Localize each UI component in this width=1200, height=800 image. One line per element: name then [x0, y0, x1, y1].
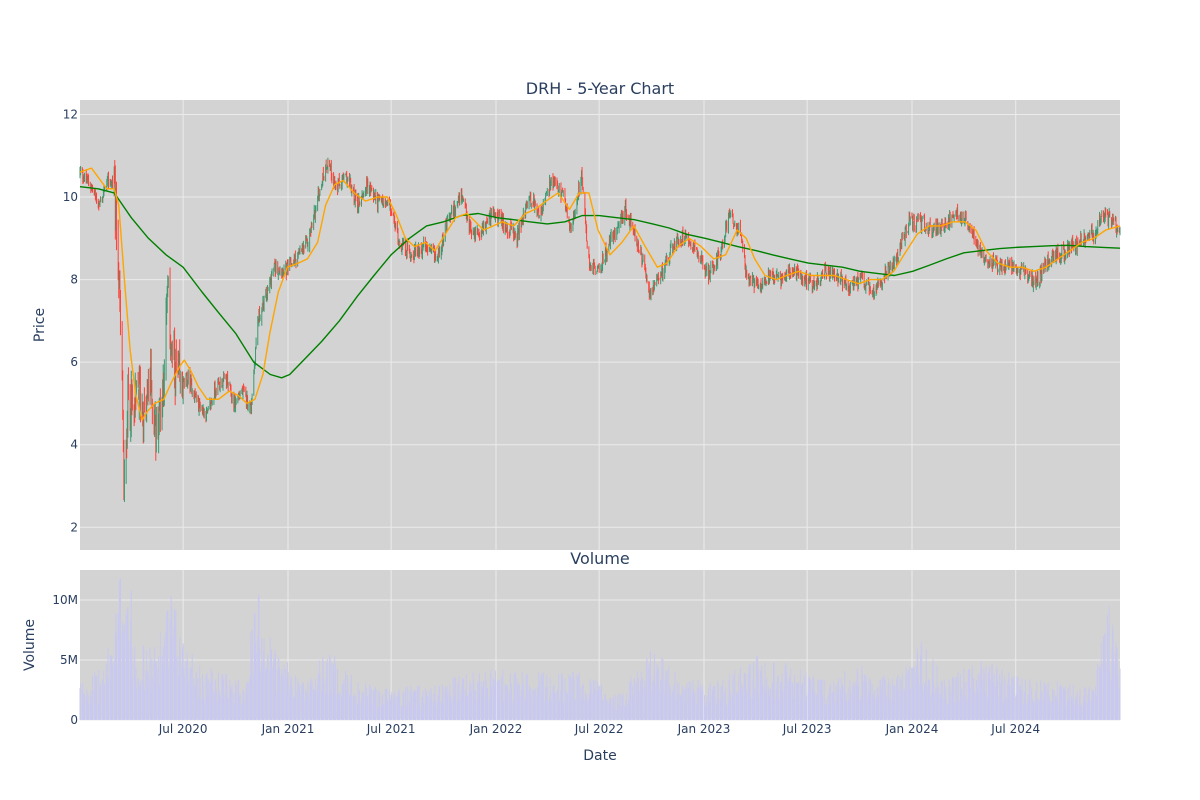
price-grid [80, 100, 1120, 550]
price-y-tick-label: 12 [63, 107, 78, 121]
moving-average-fast-line [79, 167, 1121, 421]
price-y-ticks: 2 4 6 8 10 12 [63, 107, 78, 534]
price-y-tick-label: 6 [70, 355, 78, 369]
price-y-tick-label: 4 [70, 438, 78, 452]
date-x-axis-label: Date [583, 748, 616, 764]
date-x-tick-label: Jan 2024 [885, 722, 939, 736]
date-x-tick-label: Jul 2024 [990, 722, 1040, 736]
price-candles [79, 157, 1121, 502]
price-chart-title: DRH - 5-Year Chart [526, 79, 674, 98]
volume-bars [79, 578, 1121, 720]
volume-chart-title: Volume [570, 549, 630, 568]
date-x-ticks: Jul 2020 Jan 2021 Jul 2021 Jan 2022 Jul 2022… [158, 722, 1040, 736]
price-plot-area [80, 100, 1120, 550]
volume-y-tick-label: 0 [70, 713, 78, 727]
date-x-tick-label: Jul 2023 [782, 722, 832, 736]
date-x-tick-label: Jul 2021 [366, 722, 416, 736]
volume-y-tick-label: 10M [52, 593, 78, 607]
price-y-tick-label: 10 [63, 190, 78, 204]
price-y-tick-label: 8 [70, 273, 78, 287]
price-moving-averages [79, 167, 1121, 421]
date-x-tick-label: Jan 2022 [469, 722, 523, 736]
moving-average-slow-line [79, 186, 1121, 379]
date-x-tick-label: Jul 2022 [574, 722, 624, 736]
price-y-axis-label: Price [32, 308, 48, 342]
date-x-tick-label: Jan 2023 [677, 722, 731, 736]
volume-y-tick-label: 5M [60, 653, 78, 667]
volume-y-axis-label: Volume [22, 619, 38, 671]
date-x-tick-label: Jul 2020 [158, 722, 208, 736]
price-y-tick-label: 2 [70, 520, 78, 534]
date-x-tick-label: Jan 2021 [261, 722, 315, 736]
volume-y-ticks: 0 5M 10M [52, 593, 78, 727]
